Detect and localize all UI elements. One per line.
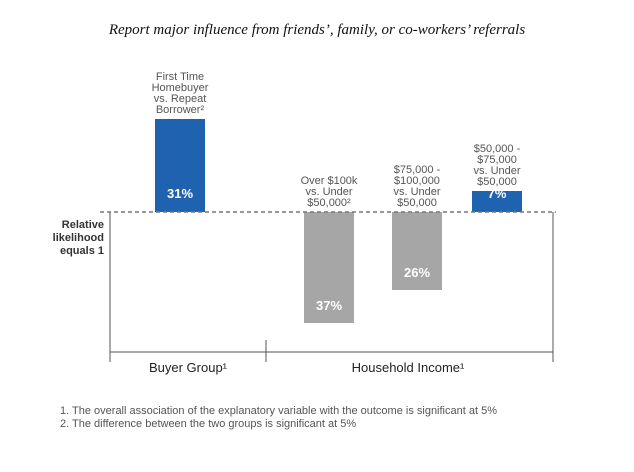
bar-category-label-3-line-0: $50,000 -: [474, 143, 521, 155]
chart-title: Report major influence from friends’, fa…: [108, 22, 526, 38]
bar-2: [392, 212, 442, 290]
baseline-label-line-0: Relative: [62, 219, 104, 231]
bar-category-label-1-line-1: vs. Under: [305, 186, 352, 198]
bar-category-label-0-line-1: Homebuyer: [152, 82, 209, 94]
bar-1: [304, 212, 354, 323]
bar-value-label-2: 26%: [404, 265, 430, 280]
bar-category-label-0-line-3: Borrower²: [156, 104, 205, 116]
bar-category-label-0-line-2: vs. Repeat: [154, 93, 207, 105]
bar-value-label-3: 7%: [488, 186, 507, 201]
bar-category-label-3-line-2: vs. Under: [473, 165, 520, 177]
bar-category-label-3-line-3: $50,000: [477, 176, 517, 188]
bar-category-label-0-line-0: First Time: [156, 71, 204, 83]
baseline-label-line-2: equals 1: [60, 245, 104, 257]
bar-category-label-1-line-2: $50,000²: [307, 197, 351, 209]
bar-category-label-1-line-0: Over $100k: [301, 175, 358, 187]
bar-3: [472, 191, 522, 212]
baseline-label-line-1: likelihood: [53, 232, 104, 244]
bar-category-label-2-line-0: $75,000 -: [394, 164, 441, 176]
bar-value-label-1: 37%: [316, 298, 342, 313]
group-label-1: Household Income¹: [352, 360, 465, 375]
bar-category-label-2-line-3: $50,000: [397, 197, 437, 209]
bar-category-label-2-line-2: vs. Under: [393, 186, 440, 198]
footnote-2: 2. The difference between the two groups…: [60, 418, 357, 430]
bar-category-label-3-line-1: $75,000: [477, 154, 517, 166]
group-label-0: Buyer Group¹: [149, 360, 228, 375]
bar-category-label-2-line-1: $100,000: [394, 175, 440, 187]
bar-value-label-0: 31%: [167, 186, 193, 201]
footnote-1: 1. The overall association of the explan…: [60, 405, 497, 417]
bar-0: [155, 119, 205, 212]
